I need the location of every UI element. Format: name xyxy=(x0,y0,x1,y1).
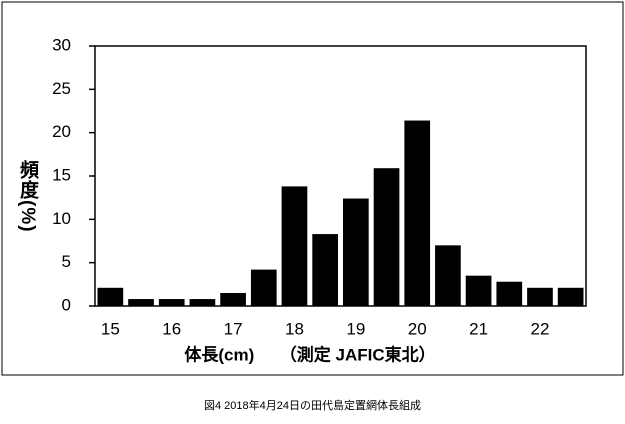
bar xyxy=(465,275,492,306)
plot-frame xyxy=(94,45,587,307)
y-tick-label: 5 xyxy=(62,252,71,271)
bar xyxy=(220,293,246,306)
bar xyxy=(250,269,277,306)
bar xyxy=(404,120,431,307)
bar xyxy=(343,198,369,306)
bar xyxy=(312,234,338,306)
bar xyxy=(128,299,154,306)
x-tick-label: 21 xyxy=(469,319,488,338)
bar xyxy=(435,245,461,306)
bar xyxy=(97,287,124,306)
y-tick-label: 25 xyxy=(52,79,71,98)
caption: 図4 2018年4月24日の田代島定置網体長組成 xyxy=(204,400,421,412)
y-tick-label: 10 xyxy=(52,209,71,228)
y-tick-label: 30 xyxy=(52,35,71,54)
y-tick-label: 0 xyxy=(62,295,71,314)
y-tick-label: 15 xyxy=(52,165,71,184)
bar xyxy=(496,281,523,306)
bar xyxy=(281,186,308,306)
x-tick-label: 22 xyxy=(531,319,550,338)
y-axis-label: 頻度(%) xyxy=(17,160,38,233)
x-tick-label: 18 xyxy=(285,319,304,338)
x-axis-label: 体長(cm) （測定 JAFIC東北） xyxy=(184,344,435,364)
x-tick-label: 17 xyxy=(224,319,243,338)
bar xyxy=(373,168,400,306)
bar xyxy=(557,287,584,306)
x-tick-label: 20 xyxy=(408,319,427,338)
bar xyxy=(158,299,185,306)
bar xyxy=(189,299,216,306)
x-tick-label: 15 xyxy=(101,319,120,338)
x-tick-label: 19 xyxy=(346,319,365,338)
bar xyxy=(527,287,553,306)
y-tick-label: 20 xyxy=(52,122,71,141)
outer-frame xyxy=(1,1,624,376)
x-tick-label: 16 xyxy=(162,319,181,338)
